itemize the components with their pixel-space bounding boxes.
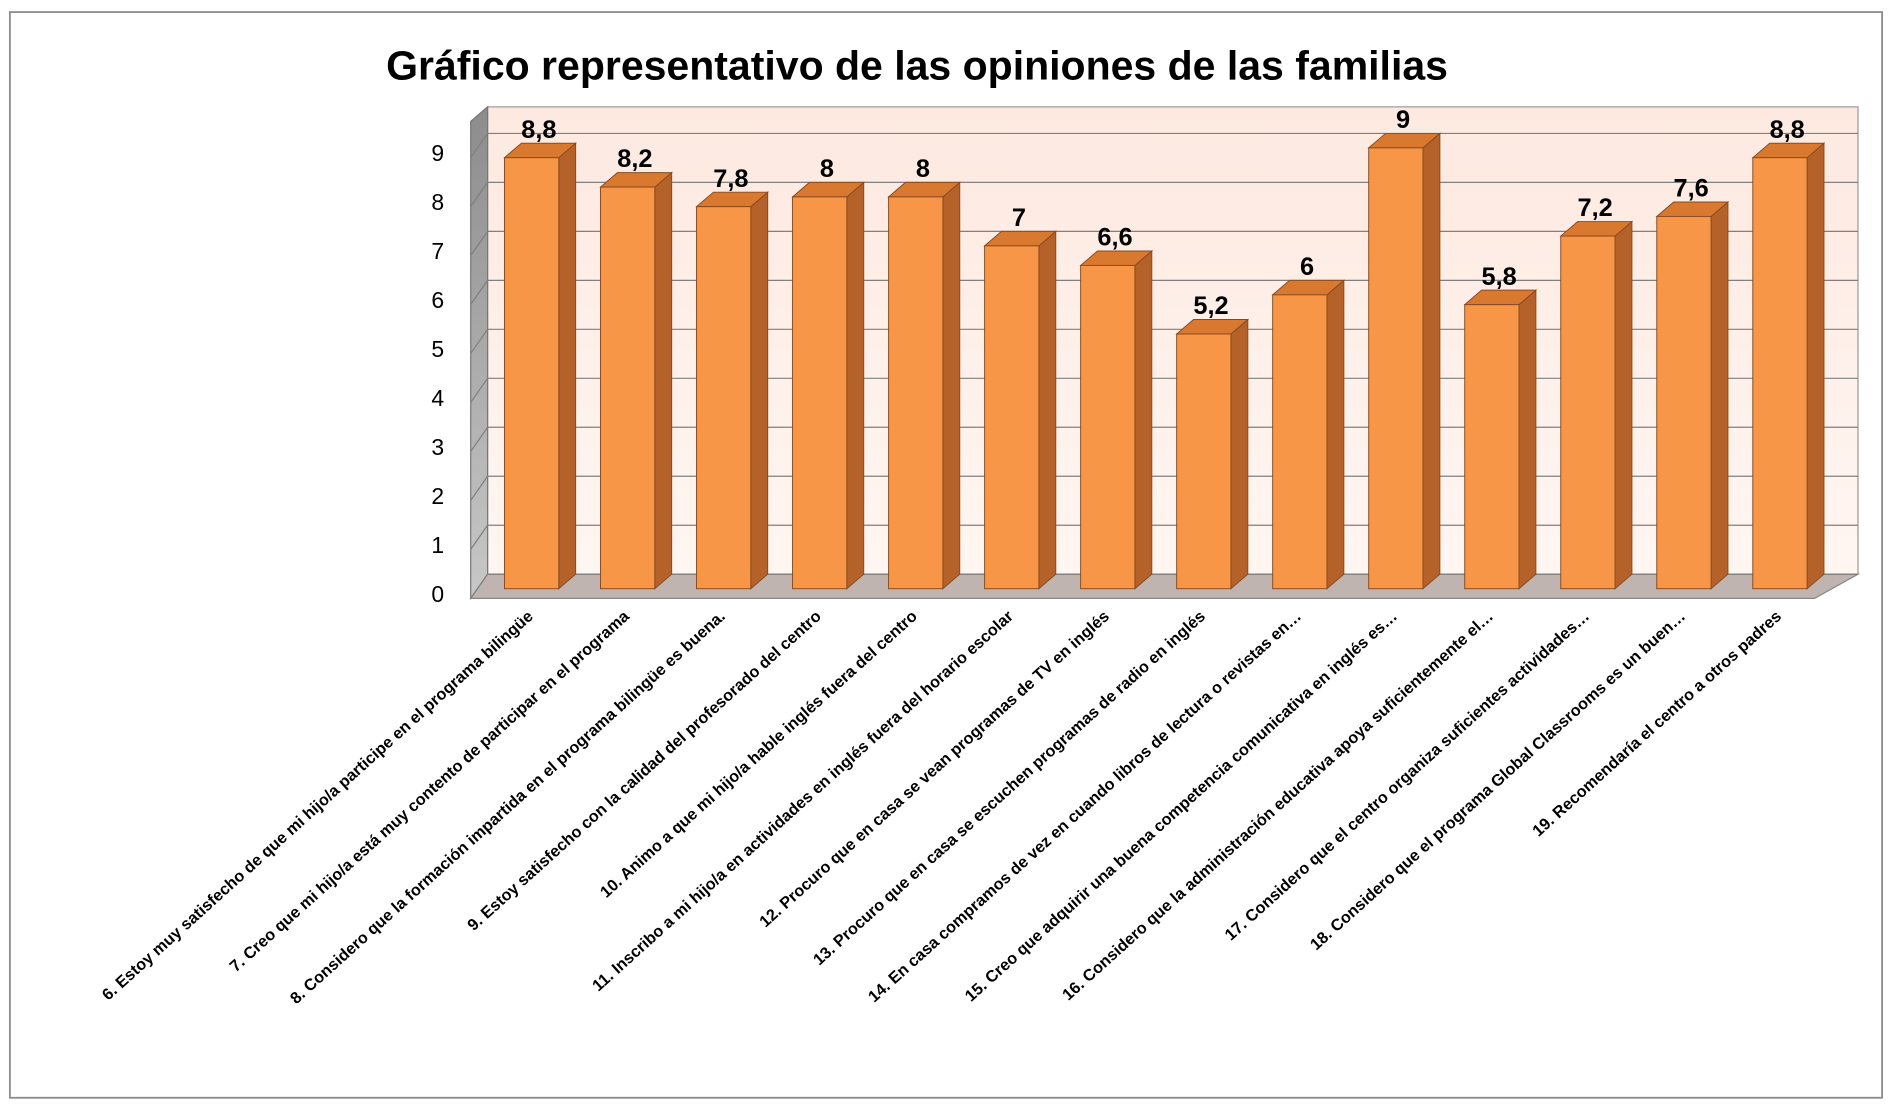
bar-front xyxy=(984,245,1040,590)
bar-front xyxy=(888,196,944,590)
bar xyxy=(1559,220,1634,590)
y-tick-label: 1 xyxy=(431,532,444,558)
data-label: 5,2 xyxy=(1193,292,1228,320)
bar-side xyxy=(1134,249,1153,590)
grid-line xyxy=(470,133,489,158)
bar-front xyxy=(696,206,752,590)
grid-line xyxy=(470,573,489,599)
bar-front xyxy=(1656,215,1712,590)
bar-front xyxy=(792,196,848,590)
y-tick-label: 0 xyxy=(431,581,444,607)
bar-side xyxy=(1614,220,1633,590)
bar xyxy=(1271,279,1346,590)
bar-front xyxy=(1176,333,1232,590)
bar-side xyxy=(942,181,961,590)
bar-side xyxy=(654,171,673,590)
grid-line xyxy=(470,426,489,452)
data-label: 9 xyxy=(1396,106,1410,134)
data-label: 7 xyxy=(1012,204,1026,232)
bar-side xyxy=(1326,279,1345,590)
data-label: 6 xyxy=(1300,253,1314,281)
bar-front xyxy=(1368,147,1424,590)
bar-front xyxy=(1272,294,1328,590)
bar-front xyxy=(503,157,560,590)
data-label: 5,8 xyxy=(1481,263,1516,291)
bar xyxy=(503,142,577,590)
bar-side xyxy=(750,191,769,590)
grid-line xyxy=(470,182,489,207)
floor xyxy=(469,573,1861,599)
bar-side xyxy=(1518,289,1537,590)
bar-front xyxy=(1464,304,1520,590)
grid-line xyxy=(470,328,489,354)
grid-line xyxy=(470,231,489,256)
bar-front xyxy=(1560,235,1616,590)
chart-title: Gráfico representativo de las opiniones … xyxy=(386,43,1448,89)
bar xyxy=(1367,132,1442,590)
data-label: 6,6 xyxy=(1097,224,1132,252)
y-tick-label: 3 xyxy=(431,434,444,460)
data-label: 8 xyxy=(916,155,930,183)
bar xyxy=(695,191,770,590)
bar-side xyxy=(1230,318,1249,590)
data-label: 7,6 xyxy=(1674,175,1709,203)
side-wall xyxy=(470,105,489,601)
bar-front xyxy=(600,186,656,590)
grid-line xyxy=(470,377,489,403)
grid-line xyxy=(470,524,489,550)
bar xyxy=(791,181,866,590)
bar xyxy=(983,230,1058,590)
y-tick-label: 2 xyxy=(431,483,444,509)
grid-line xyxy=(470,475,489,501)
data-label: 8,8 xyxy=(1770,116,1805,144)
y-tick-label: 5 xyxy=(431,336,444,362)
grid-line xyxy=(470,280,489,305)
bar-front xyxy=(1752,157,1808,590)
bar-side xyxy=(1038,230,1057,590)
bar-front xyxy=(1080,264,1136,590)
y-tick-label: 4 xyxy=(431,385,444,411)
bar-side xyxy=(1806,142,1825,590)
bar xyxy=(887,181,962,590)
bar-side xyxy=(846,181,865,590)
bar xyxy=(1463,289,1538,590)
y-tick-label: 9 xyxy=(431,140,444,166)
bar-side xyxy=(558,142,577,590)
data-label: 7,8 xyxy=(713,165,748,193)
bar xyxy=(1079,249,1154,590)
data-label: 8,8 xyxy=(521,116,556,144)
bar-side xyxy=(1422,132,1441,590)
bar xyxy=(1655,200,1730,590)
bar xyxy=(599,171,673,590)
data-label: 8 xyxy=(820,155,834,183)
y-tick-label: 7 xyxy=(431,238,444,264)
back-wall xyxy=(486,106,1859,575)
data-label: 8,2 xyxy=(617,145,652,173)
bar xyxy=(1175,318,1250,590)
y-tick-label: 8 xyxy=(431,189,444,215)
bar-side xyxy=(1710,200,1729,590)
bar xyxy=(1751,142,1826,590)
data-label: 7,2 xyxy=(1578,194,1613,222)
y-tick-label: 6 xyxy=(431,287,444,313)
